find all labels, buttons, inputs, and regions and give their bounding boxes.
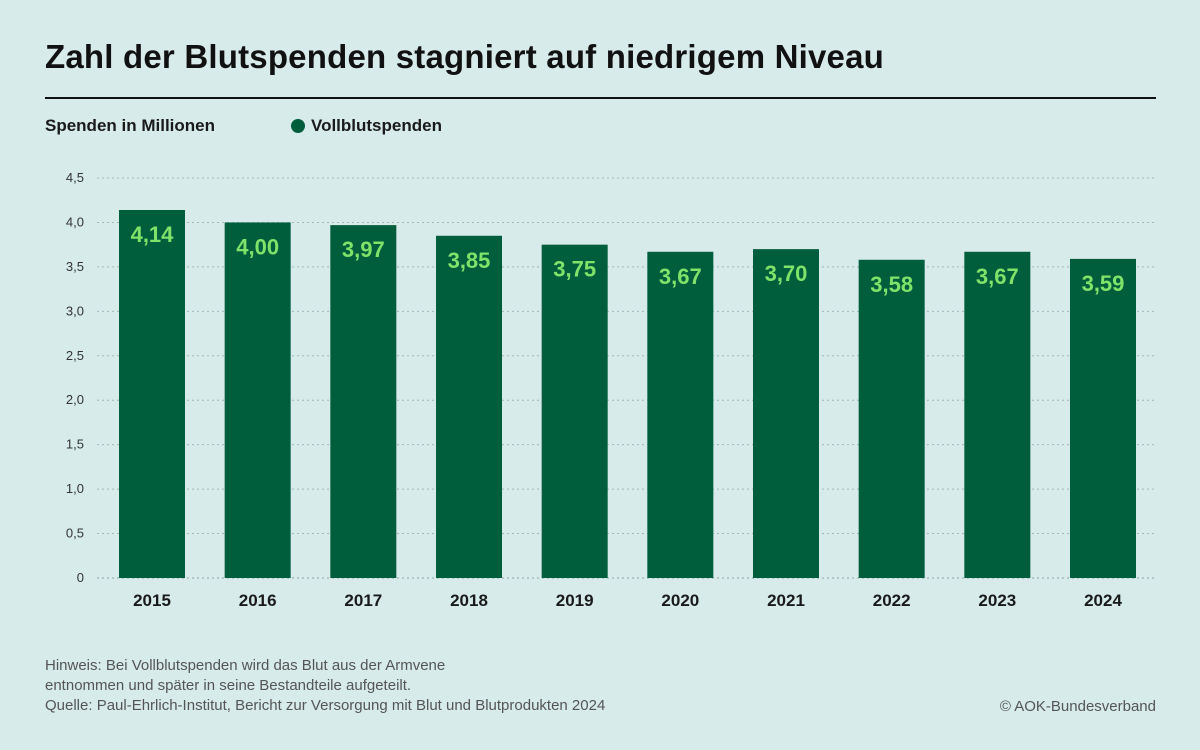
legend-label: Vollblutspenden <box>311 116 442 135</box>
y-tick-label: 4,0 <box>66 214 84 229</box>
bar <box>753 249 819 578</box>
bar-value-label: 3,59 <box>1082 271 1125 296</box>
x-tick-label: 2016 <box>239 591 277 610</box>
bar <box>436 235 502 578</box>
y-tick-label: 4,5 <box>66 170 84 185</box>
chart-header: Spenden in Millionen Vollblutspenden <box>45 116 442 136</box>
footer-note-line-1: Hinweis: Bei Vollblutspenden wird das Bl… <box>45 657 446 674</box>
bar-value-label: 4,14 <box>131 222 175 247</box>
bar <box>119 210 185 578</box>
bar-value-label: 3,97 <box>342 237 385 262</box>
x-tick-label: 2022 <box>873 591 911 610</box>
bar-value-label: 3,67 <box>659 264 702 289</box>
footer-note-line-2: entnommen und später in seine Bestandtei… <box>45 677 412 694</box>
legend: Vollblutspenden <box>291 116 442 136</box>
x-tick-label: 2015 <box>133 591 171 610</box>
x-tick-label: 2024 <box>1084 591 1122 610</box>
y-tick-label: 0 <box>77 570 84 585</box>
y-tick-label: 2,0 <box>66 392 84 407</box>
y-tick-label: 3,5 <box>66 259 84 274</box>
y-tick-label: 1,5 <box>66 437 84 452</box>
x-tick-label: 2020 <box>661 591 699 610</box>
bar-value-label: 3,75 <box>553 257 596 282</box>
y-tick-label: 0,5 <box>66 526 84 541</box>
y-tick-label: 2,5 <box>66 348 84 363</box>
bar-value-label: 3,67 <box>976 264 1019 289</box>
y-tick-label: 1,0 <box>66 481 84 496</box>
x-tick-label: 2023 <box>978 591 1016 610</box>
bar <box>330 225 397 578</box>
x-tick-label: 2017 <box>344 591 382 610</box>
bar-chart: 0 0,5 1,0 1,5 2,0 2,5 3,0 3,5 4,0 4,5 4,14 2015 4,00… <box>66 170 1157 610</box>
chart-area: 0 0,5 1,0 1,5 2,0 2,5 3,0 3,5 4,0 4,5 4,14 2015 4,00… <box>66 170 1157 610</box>
chart-title: Zahl der Blutspenden stagniert auf niedr… <box>45 38 885 75</box>
bar <box>647 251 714 578</box>
bar <box>964 251 1031 578</box>
y-tick-label: 3,0 <box>66 303 84 318</box>
y-axis-label: Spenden in Millionen <box>45 116 215 135</box>
bar <box>858 259 925 578</box>
bar-value-label: 3,85 <box>448 248 491 273</box>
legend-swatch <box>291 119 305 133</box>
x-tick-label: 2021 <box>767 591 805 610</box>
bar <box>1070 258 1136 578</box>
footer-notes: Hinweis: Bei Vollblutspenden wird das Bl… <box>45 656 605 716</box>
footer-source: Quelle: Paul-Ehrlich-Institut, Bericht z… <box>45 697 606 714</box>
x-tick-label: 2018 <box>450 591 488 610</box>
footer-credit: © AOK-Bundesverband <box>999 698 1156 715</box>
x-tick-label: 2019 <box>556 591 594 610</box>
bar-value-label: 3,58 <box>870 272 913 297</box>
bar-value-label: 3,70 <box>765 261 808 286</box>
bar <box>541 244 608 578</box>
title-divider <box>45 97 1156 99</box>
bar <box>224 222 291 578</box>
bar-value-label: 4,00 <box>236 234 279 259</box>
